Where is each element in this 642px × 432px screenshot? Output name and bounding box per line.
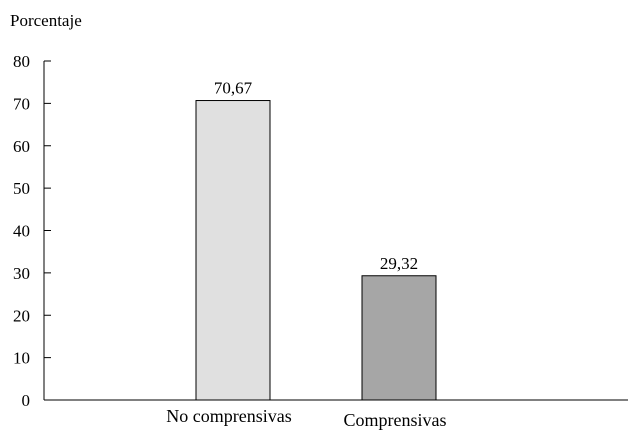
data-label: 29,32 <box>380 254 418 273</box>
y-tick-label: 50 <box>13 179 30 198</box>
y-tick-label: 10 <box>13 349 30 368</box>
y-tick-label: 80 <box>13 52 30 71</box>
y-tick-label: 30 <box>13 264 30 283</box>
data-label: 70,67 <box>214 79 253 98</box>
bars: 70,67 29,32 <box>195 79 437 401</box>
y-axis: 0 10 20 30 40 50 60 70 80 <box>13 52 628 410</box>
category-label: No comprensivas <box>166 406 291 426</box>
y-tick-label: 70 <box>13 94 30 113</box>
y-tick-label: 40 <box>13 222 30 241</box>
y-tick-label: 0 <box>22 391 31 410</box>
y-tick-label: 20 <box>13 306 30 325</box>
category-label: Comprensivas <box>344 410 447 430</box>
y-axis-label: Porcentaje <box>10 11 82 30</box>
x-axis-labels: No comprensivas Comprensivas <box>166 406 446 430</box>
bar <box>195 100 271 401</box>
bar <box>361 275 437 401</box>
y-tick-label: 60 <box>13 137 30 156</box>
